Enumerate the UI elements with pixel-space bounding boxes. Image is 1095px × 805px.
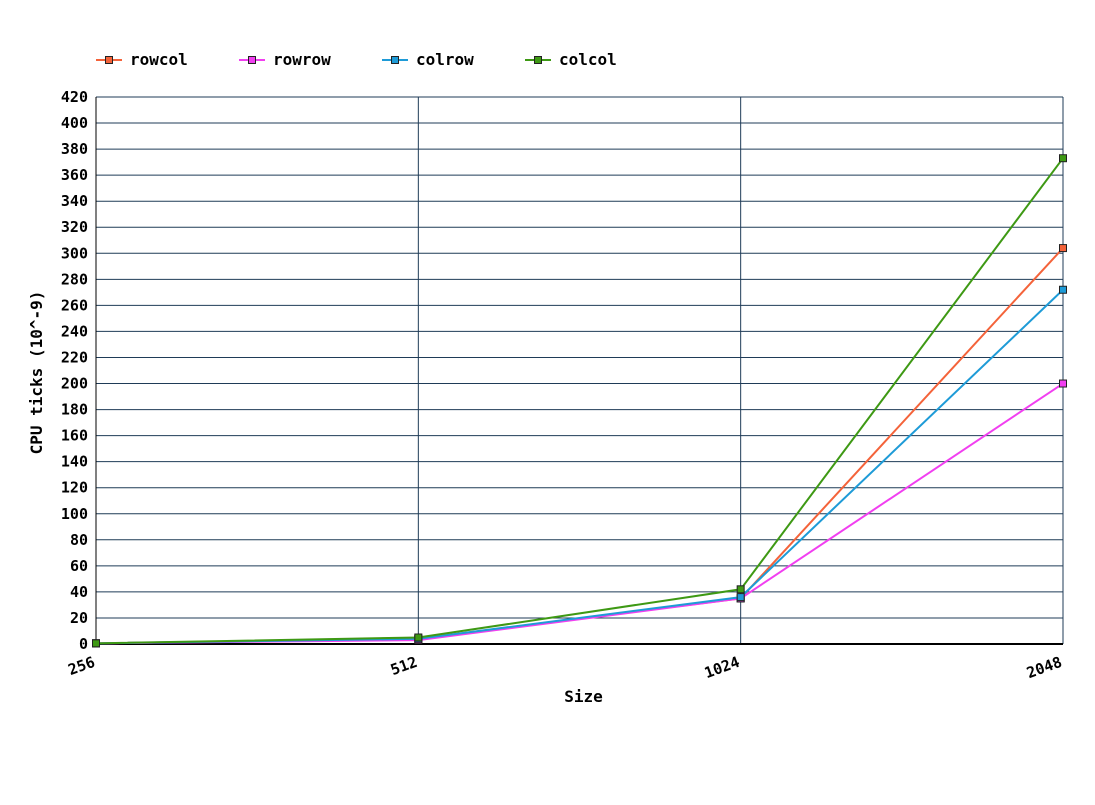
x-tick-label: 512 <box>388 653 420 679</box>
y-tick-label: 100 <box>61 505 88 523</box>
y-tick-label: 40 <box>70 583 88 601</box>
y-tick-label: 280 <box>61 270 88 288</box>
data-point-colcol <box>414 633 423 642</box>
y-axis-ticks: 0 20 40 60 80 100 120 140 160 180 200 220 240 260 280 3… <box>61 88 88 653</box>
y-tick-label: 80 <box>70 531 88 549</box>
y-tick-label: 300 <box>61 244 88 262</box>
legend-swatch-marker <box>105 56 113 64</box>
y-tick-label: 380 <box>61 140 88 158</box>
y-tick-label: 180 <box>61 401 88 419</box>
x-axis-ticks: 256 512 1024 2048 <box>66 653 1065 682</box>
y-tick-label: 160 <box>61 427 88 445</box>
y-tick-label: 20 <box>70 609 88 627</box>
legend-label: rowrow <box>273 50 331 69</box>
data-point-colcol <box>92 639 100 648</box>
y-tick-label: 240 <box>61 322 88 340</box>
x-axis-title: Size <box>564 687 603 706</box>
legend-label: rowcol <box>130 50 188 69</box>
y-tick-label: 140 <box>61 453 88 471</box>
y-axis-title: CPU ticks (10^-9) <box>27 291 46 455</box>
series-lines <box>92 154 1067 648</box>
y-tick-label: 200 <box>61 375 88 393</box>
y-tick-label: 120 <box>61 479 88 497</box>
data-point-rowrow <box>1059 379 1067 388</box>
legend-swatch-marker <box>391 56 399 64</box>
legend-item-colcol: colcol <box>525 50 617 69</box>
legend-swatch-marker <box>248 56 256 64</box>
data-point-colrow <box>736 593 745 602</box>
data-point-colcol <box>1059 154 1067 163</box>
legend-label: colcol <box>559 50 617 69</box>
y-tick-label: 340 <box>61 192 88 210</box>
y-tick-label: 60 <box>70 557 88 575</box>
data-point-colcol <box>736 585 745 594</box>
legend-item-rowrow: rowrow <box>239 50 331 69</box>
y-tick-label: 0 <box>79 635 88 653</box>
y-tick-label: 220 <box>61 348 88 366</box>
y-tick-label: 260 <box>61 296 88 314</box>
legend: rowcol rowrow colrow colcol <box>96 50 617 69</box>
grid <box>95 96 1064 645</box>
y-tick-label: 400 <box>61 114 88 132</box>
data-point-rowcol <box>1059 244 1067 253</box>
y-tick-label: 320 <box>61 218 88 236</box>
legend-label: colrow <box>416 50 474 69</box>
series-line-rowcol <box>95 247 1064 645</box>
x-tick-label: 256 <box>66 653 98 679</box>
y-tick-label: 360 <box>61 166 88 184</box>
legend-item-rowcol: rowcol <box>96 50 188 69</box>
series-line-colrow <box>95 289 1064 645</box>
series-line-colcol <box>95 157 1064 645</box>
y-tick-label: 420 <box>61 88 88 106</box>
x-tick-label: 1024 <box>702 653 742 682</box>
x-tick-label: 2048 <box>1024 653 1064 682</box>
legend-swatch-marker <box>534 56 542 64</box>
legend-item-colrow: colrow <box>382 50 474 69</box>
data-point-colrow <box>1059 285 1067 294</box>
